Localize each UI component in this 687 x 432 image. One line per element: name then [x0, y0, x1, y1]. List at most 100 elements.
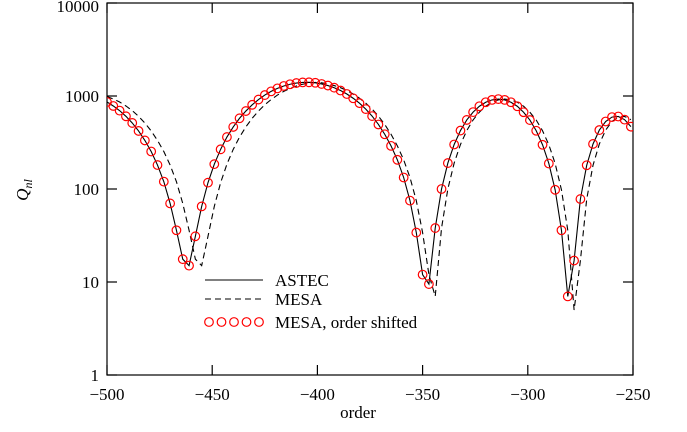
legend-marker	[204, 317, 214, 327]
data-point	[367, 111, 378, 121]
data-point	[297, 77, 308, 88]
legend-label: MESA, order shifted	[275, 313, 418, 332]
data-point	[430, 223, 441, 233]
data-point	[108, 101, 119, 111]
legend-marker	[254, 317, 264, 327]
data-point	[581, 160, 592, 171]
data-point	[304, 77, 314, 88]
x-tick-label: −250	[615, 385, 650, 404]
legend-marker	[216, 317, 227, 327]
data-point	[411, 227, 422, 238]
data-point	[594, 125, 605, 135]
data-point	[531, 125, 542, 136]
data-point	[190, 231, 201, 242]
data-point	[619, 114, 630, 125]
data-point	[550, 184, 561, 195]
data-point	[348, 93, 359, 104]
y-label-main: Q	[13, 189, 32, 201]
data-point	[386, 140, 396, 151]
data-point	[291, 78, 302, 88]
data-point	[316, 79, 327, 89]
data-point	[512, 101, 523, 112]
data-point	[607, 112, 617, 123]
data-point	[449, 139, 460, 150]
data-point	[127, 118, 138, 128]
data-point	[228, 122, 239, 132]
x-tick-label: −400	[300, 385, 335, 404]
data-point	[196, 201, 207, 212]
legend-label: MESA	[275, 290, 323, 309]
data-point	[556, 225, 567, 236]
data-point	[177, 254, 188, 265]
data-point	[468, 107, 478, 118]
data-point	[537, 139, 548, 150]
legend-marker	[229, 317, 239, 327]
data-point	[360, 104, 371, 115]
data-point	[158, 176, 169, 187]
data-point	[493, 94, 504, 105]
y-axis-label: Qnl	[13, 179, 35, 201]
data-point	[171, 225, 182, 236]
data-point	[165, 198, 176, 209]
data-point	[215, 144, 226, 155]
data-point	[436, 184, 447, 194]
y-tick-label: 1000	[65, 87, 99, 106]
plot-area	[107, 77, 633, 311]
y-tick-label: 10	[82, 273, 99, 292]
data-point	[588, 139, 598, 149]
data-point	[613, 111, 624, 122]
legend-marker	[241, 317, 252, 327]
data-point	[184, 260, 194, 271]
data-point	[525, 115, 535, 125]
data-point	[575, 194, 586, 204]
data-point	[222, 132, 232, 142]
data-point	[234, 113, 245, 124]
data-point	[499, 94, 510, 105]
x-tick-label: −300	[510, 385, 545, 404]
data-point	[209, 159, 220, 170]
x-axis-label: order	[340, 403, 376, 422]
data-point	[405, 195, 415, 206]
data-point	[285, 79, 295, 90]
data-point	[272, 83, 283, 94]
data-point	[379, 129, 390, 140]
data-point	[518, 107, 529, 118]
data-point	[121, 111, 131, 122]
data-point	[461, 115, 472, 125]
data-point	[455, 125, 466, 136]
data-point	[480, 97, 491, 108]
data-point	[442, 158, 453, 168]
y-tick-label: 1	[91, 366, 100, 385]
data-point	[278, 81, 289, 91]
data-point	[569, 255, 579, 266]
data-point	[398, 172, 409, 183]
data-point	[266, 86, 277, 97]
data-point	[543, 158, 554, 169]
data-point	[152, 160, 163, 170]
x-tick-label: −450	[195, 385, 230, 404]
data-point	[240, 106, 251, 116]
data-point	[487, 94, 497, 105]
y-label-sub: nl	[21, 179, 35, 189]
data-point	[133, 126, 144, 136]
data-point	[146, 146, 157, 157]
data-point	[373, 119, 384, 130]
data-point	[417, 269, 428, 280]
x-tick-label: −350	[405, 385, 440, 404]
data-point	[354, 98, 365, 109]
y-tick-label: 10000	[57, 0, 100, 16]
data-point	[114, 105, 125, 116]
data-point	[424, 279, 434, 289]
data-point	[329, 82, 340, 93]
x-tick-label: −500	[89, 385, 124, 404]
data-line	[107, 81, 632, 311]
data-point	[139, 135, 150, 146]
data-point	[625, 121, 633, 132]
data-point	[323, 80, 333, 91]
data-point	[562, 291, 573, 302]
y-tick-label: 100	[74, 180, 100, 199]
data-point	[247, 99, 258, 110]
data-point	[392, 154, 403, 165]
data-point	[203, 177, 213, 188]
